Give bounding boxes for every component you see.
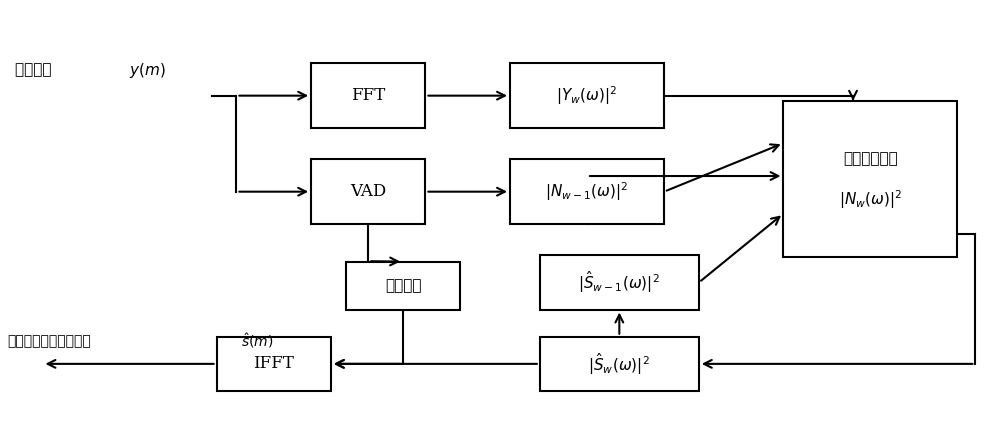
Text: 带噪信号: 带噪信号 — [15, 63, 56, 77]
Text: FFT: FFT — [351, 87, 385, 104]
Bar — [540, 255, 699, 310]
Text: IFFT: IFFT — [253, 355, 294, 372]
Text: $\hat{s}(m)$: $\hat{s}(m)$ — [241, 332, 274, 350]
Bar — [311, 159, 425, 224]
Bar — [510, 159, 664, 224]
Text: 减去估计噪声: 减去估计噪声 — [843, 151, 898, 166]
Bar — [540, 337, 699, 391]
Text: $|N_{w-1}(\omega)|^2$: $|N_{w-1}(\omega)|^2$ — [545, 180, 629, 203]
Text: $|N_w(\omega)|^2$: $|N_w(\omega)|^2$ — [839, 189, 902, 212]
Bar — [346, 261, 460, 310]
Bar — [217, 337, 331, 391]
Bar — [311, 63, 425, 128]
Bar — [510, 63, 664, 128]
Text: $y(m)$: $y(m)$ — [129, 61, 166, 80]
Text: $|\hat{S}_w(\omega)|^2$: $|\hat{S}_w(\omega)|^2$ — [588, 351, 650, 377]
Text: $|\hat{S}_{w-1}(\omega)|^2$: $|\hat{S}_{w-1}(\omega)|^2$ — [578, 269, 660, 295]
Bar — [783, 101, 957, 258]
Text: $|Y_w(\omega)|^2$: $|Y_w(\omega)|^2$ — [556, 84, 618, 107]
Text: VAD: VAD — [350, 183, 386, 200]
Text: 消除了噪声的语音信号: 消除了噪声的语音信号 — [8, 334, 92, 348]
Text: 相位信息: 相位信息 — [385, 278, 421, 293]
